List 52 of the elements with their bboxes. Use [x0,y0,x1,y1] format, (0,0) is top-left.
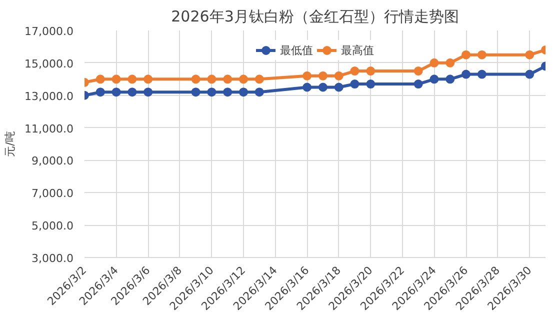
point [414,80,423,88]
point [318,71,328,80]
point [128,74,137,84]
point [254,88,264,97]
y-tick-label: 9,000.0 [32,154,74,168]
y-tick-label: 7,000.0 [32,187,74,200]
point [525,50,534,60]
point [207,74,216,84]
point [96,74,105,84]
point [302,82,312,92]
y-tick-label: 3,000.0 [32,252,74,265]
point [191,88,200,97]
point [112,74,121,84]
legend-label: 最低值 [280,42,313,58]
y-axis-title: 元/吨 [4,131,17,157]
point [366,80,376,88]
point [318,82,328,92]
point [477,50,486,60]
y-tick-label: 15,000.0 [24,57,74,70]
point [477,70,486,79]
legend-label: 最高值 [341,42,374,58]
point [430,58,439,68]
point [302,71,312,80]
point [366,66,376,76]
point [414,66,423,76]
y-tick-label: 13,000.0 [24,90,74,103]
point [144,74,153,84]
point [128,88,137,97]
point [334,82,344,92]
point [112,88,121,97]
y-tick-label: 5,000.0 [32,220,74,233]
point [144,88,153,97]
point [430,74,439,84]
point [462,70,471,79]
point [96,88,105,97]
point [207,88,216,97]
y-tick-label: 17,000.0 [24,25,74,38]
point [223,88,232,97]
point [254,74,264,84]
chart-title: 2026年3月钛白粉（金红石型）行情走势图 [171,8,459,26]
point [446,58,455,68]
point [525,70,534,79]
point [350,80,360,88]
point [223,74,232,84]
point [238,74,248,84]
y-tick-label: 11,000.0 [24,122,74,136]
point [350,66,360,76]
point [334,71,344,80]
point [446,74,455,84]
point [238,88,248,97]
point [462,50,471,60]
point [191,74,200,84]
